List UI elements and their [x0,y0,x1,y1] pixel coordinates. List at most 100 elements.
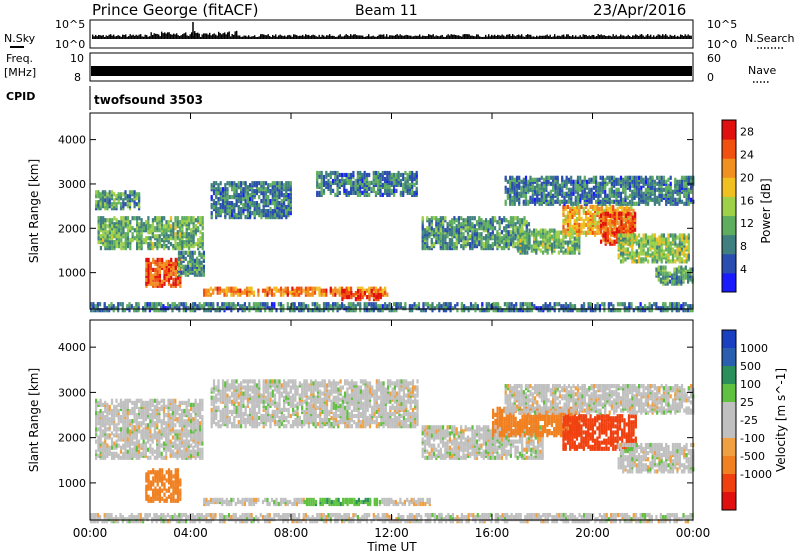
range-time-cell [500,246,503,251]
range-time-cell [599,193,602,198]
range-time-cell [604,177,607,182]
range-time-cell [124,246,127,251]
range-time-cell [334,302,337,307]
range-time-cell [644,179,647,184]
range-time-cell [377,170,380,176]
range-time-cell [497,302,500,307]
noise-sample [549,34,551,39]
range-time-cell [535,228,538,233]
range-time-cell [117,302,120,307]
range-time-cell [271,193,274,198]
range-time-cell [280,199,283,204]
range-time-cell [530,244,533,249]
range-time-cell [167,277,171,282]
noise-sample [290,35,292,39]
range-time-cell [372,186,375,191]
noise-sample [321,34,323,39]
noise-sample [630,36,632,39]
range-time-cell [604,231,607,236]
range-time-cell [595,193,598,198]
range-time-cell [660,187,663,192]
noise-sample [645,35,647,39]
range-time-cell [136,220,139,225]
range-time-cell [289,306,292,311]
range-time-cell [227,302,231,307]
nave-tick-bottom: 0 [707,71,714,84]
range-time-cell [338,304,341,309]
range-time-cell [507,242,510,247]
noise-sample [342,36,344,39]
range-time-cell [151,228,154,233]
range-time-cell [564,248,567,253]
noise-sample [141,36,143,39]
range-time-cell [115,194,118,199]
range-time-cell [662,193,665,198]
range-time-cell [175,304,179,309]
range-time-cell [658,175,661,180]
range-time-cell [498,216,501,221]
range-time-cell [561,185,564,190]
range-time-cell [170,283,173,288]
range-time-cell [183,232,186,237]
range-time-cell [687,253,690,258]
range-time-cell [667,245,670,250]
noise-sample [147,36,149,39]
noise-sample [677,35,679,39]
range-time-cell [129,238,132,243]
range-time-cell [343,289,346,294]
range-time-cell [359,180,362,185]
range-time-cell [172,234,175,239]
range-time-cell [266,292,269,297]
range-time-cell [625,204,628,209]
range-time-cell [596,224,599,229]
noise-sample [308,34,310,39]
range-time-cell [313,286,317,291]
range-time-cell [626,201,629,206]
range-time-cell [225,290,228,295]
range-time-cell [252,290,255,295]
noise-sample [195,32,197,39]
range-time-cell [313,290,317,295]
noise-sample [162,33,164,39]
range-time-cell [304,286,307,291]
range-time-cell [404,170,407,176]
noise-sample [395,34,397,39]
range-time-cell [338,178,341,184]
range-time-cell [185,308,188,313]
noise-sample [111,35,113,39]
range-time-cell [555,244,558,249]
range-time-cell [656,181,659,186]
range-time-cell [533,304,536,309]
range-time-cell [111,240,114,245]
noise-sample [234,31,236,39]
range-time-cell [521,302,525,307]
range-time-cell [564,214,567,219]
range-time-cell [482,242,485,247]
range-time-cell [113,216,116,221]
range-time-cell [275,308,278,313]
range-time-cell [320,308,323,313]
range-time-cell [631,183,634,188]
range-time-cell [647,247,650,252]
range-time-cell [512,244,515,249]
range-time-cell [462,232,465,237]
range-time-cell [505,224,508,229]
range-time-cell [494,226,497,231]
range-time-cell [555,238,558,243]
noise-sample [390,35,392,39]
range-time-cell [687,201,690,206]
range-time-cell [377,293,380,298]
range-time-cell [198,258,201,263]
range-time-cell [289,290,292,295]
range-time-cell [478,308,482,313]
range-time-cell [395,172,398,178]
range-time-cell [359,170,362,176]
range-time-cell [449,302,452,307]
range-time-cell [619,195,623,200]
range-time-cell [606,221,609,226]
range-time-cell [384,306,387,311]
range-time-cell [108,190,111,195]
noise-sample [543,35,545,39]
noise-sample [104,36,106,39]
range-time-cell [565,199,568,204]
